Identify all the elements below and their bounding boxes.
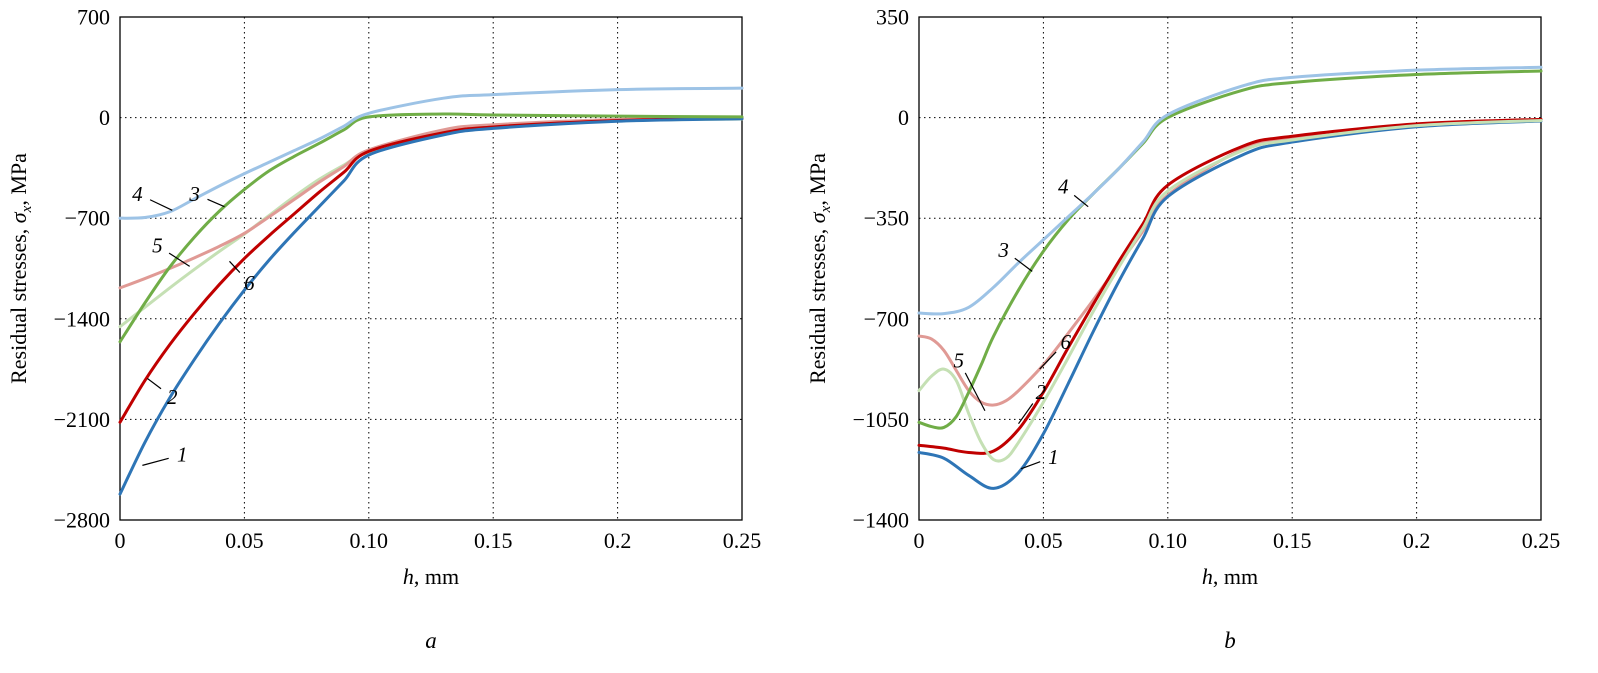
svg-text:0: 0 (898, 105, 909, 130)
x-tick-labels: 0 0.05 0.10 0.15 0.2 0.25 (914, 528, 1561, 553)
curve-label-6: 6 (244, 271, 255, 295)
series-curve-2 (917, 117, 1543, 455)
curve-label-1: 1 (1048, 445, 1059, 469)
x-axis-title: h, mm (1202, 564, 1258, 589)
y-axis-title: Residual stresses, σx, MPa (6, 153, 35, 384)
series-curve-5 (118, 117, 744, 329)
plot-border (918, 16, 1542, 521)
series-curve-1 (118, 117, 744, 496)
svg-text:350: 350 (876, 5, 909, 30)
svg-text:0: 0 (99, 105, 110, 130)
curve-label-3: 3 (997, 238, 1009, 262)
svg-text:−1050: −1050 (853, 407, 909, 432)
x-tick-labels: 0 0.05 0.10 0.15 0.2 0.25 (115, 528, 762, 553)
svg-text:0.15: 0.15 (474, 528, 513, 553)
gridlines (120, 17, 742, 520)
y-axis-title: Residual stresses, σx, MPa (805, 153, 834, 384)
svg-text:0.25: 0.25 (1522, 528, 1561, 553)
curve-label-3: 3 (188, 182, 200, 206)
series-curve-4 (118, 86, 744, 220)
svg-text:0: 0 (115, 528, 126, 553)
svg-text:0.2: 0.2 (604, 528, 632, 553)
svg-text:0.2: 0.2 (1403, 528, 1431, 553)
curve-label-6: 6 (1061, 330, 1072, 354)
series-curve-3 (917, 69, 1543, 430)
y-tick-labels: 350 0 −350 −700 −1050 −1400 (853, 5, 909, 533)
curve-labels: 4 3 5 6 2 1 (132, 182, 255, 467)
series-curve-4 (917, 65, 1543, 316)
svg-text:−1400: −1400 (853, 508, 909, 533)
svg-text:0: 0 (914, 528, 925, 553)
curve-label-5: 5 (152, 234, 163, 258)
series-curve-5 (917, 118, 1543, 463)
svg-text:−700: −700 (864, 306, 909, 331)
svg-text:−2100: −2100 (54, 407, 110, 432)
curve-label-5: 5 (954, 348, 965, 372)
svg-text:0.05: 0.05 (1024, 528, 1063, 553)
svg-text:0.10: 0.10 (1149, 528, 1188, 553)
series-curve-6 (917, 118, 1543, 407)
panel-letter-a: a (425, 628, 437, 653)
series-curve-3 (118, 112, 744, 344)
curve-label-1: 1 (177, 443, 188, 467)
svg-text:−700: −700 (65, 206, 110, 231)
curve-label-4: 4 (1058, 175, 1069, 199)
panel-letter-b: b (1224, 628, 1236, 653)
curve-label-2: 2 (167, 385, 178, 409)
series-curve-2 (118, 116, 744, 424)
gridlines (919, 17, 1541, 520)
plot-border (119, 16, 743, 521)
y-tick-labels: 700 0 −700 −1400 −2100 −2800 (54, 5, 110, 533)
curve-label-4: 4 (132, 182, 143, 206)
curve-label-2: 2 (1036, 380, 1047, 404)
svg-text:0.25: 0.25 (723, 528, 762, 553)
svg-text:700: 700 (77, 5, 110, 30)
svg-text:0.10: 0.10 (350, 528, 389, 553)
svg-text:−350: −350 (864, 206, 909, 231)
series-curve-1 (917, 119, 1543, 490)
curve-labels: 4 3 5 6 2 1 (954, 175, 1089, 470)
svg-text:0.05: 0.05 (225, 528, 264, 553)
svg-text:0.15: 0.15 (1273, 528, 1312, 553)
svg-text:−2800: −2800 (54, 508, 110, 533)
x-axis-title: h, mm (403, 564, 459, 589)
series-curve-6 (118, 116, 744, 290)
svg-text:−1400: −1400 (54, 306, 110, 331)
